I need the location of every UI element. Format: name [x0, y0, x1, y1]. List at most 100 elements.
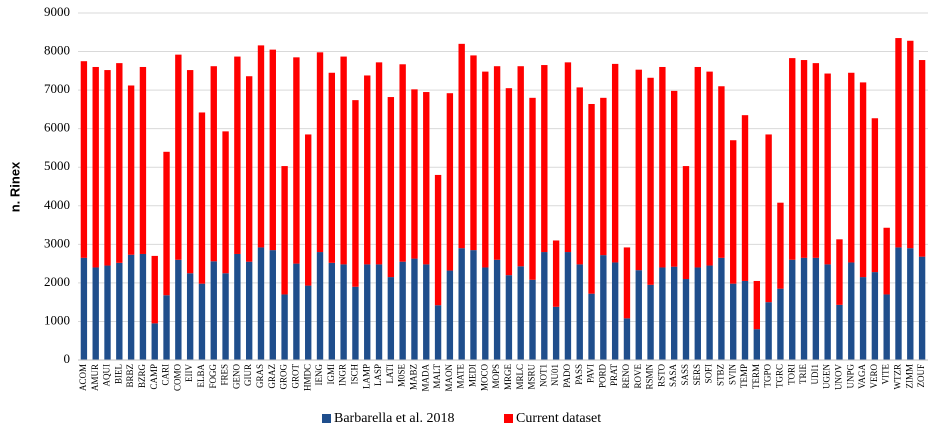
bar-segment: [907, 248, 914, 360]
x-tick-label: INGR: [338, 364, 348, 386]
x-tick-label: VITE: [881, 364, 891, 385]
bar-segment: [517, 66, 524, 267]
y-tick-label: 0: [64, 351, 71, 366]
bar-segment: [789, 259, 796, 360]
bar-segment: [163, 295, 170, 360]
y-tick-label: 5000: [44, 158, 70, 173]
bar-segment: [151, 323, 158, 360]
bar-segment: [127, 254, 135, 360]
bar-segment: [186, 70, 194, 274]
legend-label: Barbarella et al. 2018: [334, 411, 455, 426]
bar-segment: [647, 77, 654, 285]
bar-segment: [434, 305, 442, 360]
x-tick-label: IGMI: [326, 364, 336, 385]
x-tick-label: BZRG: [137, 364, 147, 389]
x-tick-label: MADA: [420, 364, 430, 392]
x-tick-label: GIUR: [243, 364, 253, 386]
x-tick-label: RSMN: [645, 364, 655, 390]
bar-segment: [635, 69, 642, 271]
x-tick-label: LASP: [373, 364, 383, 386]
x-tick-label: TORI: [786, 364, 796, 385]
bar-segment: [222, 273, 229, 360]
bar-segment: [789, 58, 796, 260]
bar-segment: [552, 240, 560, 307]
x-tick-label: MRGE: [503, 364, 513, 391]
bar-segment: [293, 263, 300, 360]
bar-segment: [753, 329, 761, 360]
x-tick-label: CARI: [161, 364, 171, 386]
bar-segment: [387, 97, 395, 278]
bar-segment: [257, 45, 265, 248]
bar-segment: [305, 134, 312, 286]
bar-segment: [92, 267, 99, 360]
x-tick-label: GROG: [279, 364, 289, 390]
x-tick-label: SVIN: [727, 364, 737, 386]
x-tick-label: MSRU: [527, 364, 537, 390]
x-tick-label: GROT: [290, 363, 300, 388]
bar-segment: [529, 279, 536, 360]
bar-segment: [623, 247, 631, 319]
x-tick-label: PAVI: [586, 364, 596, 383]
bar-segment: [198, 283, 206, 360]
bar-segment: [730, 140, 737, 284]
bar-segment: [234, 56, 241, 254]
bar-segment: [836, 239, 843, 305]
bar-segment: [127, 85, 135, 255]
x-tick-label: WTZR: [893, 364, 903, 390]
bar-segment: [588, 103, 595, 294]
x-tick-label: MALT: [432, 363, 442, 388]
x-tick-label: BIEL: [113, 364, 123, 384]
bar-segment: [824, 73, 831, 265]
bar-segment: [600, 97, 607, 256]
x-tick-label: MOPS: [491, 364, 501, 389]
y-tick-label: 6000: [44, 120, 70, 135]
bar-segment: [777, 288, 784, 360]
bar-segment: [269, 250, 276, 360]
x-tick-label: ELBA: [196, 364, 206, 388]
bar-segment: [517, 266, 524, 360]
x-tick-label: TGRC: [774, 364, 784, 388]
bar-segment: [706, 265, 713, 360]
y-tick-label: 2000: [44, 274, 70, 289]
bar-segment: [493, 66, 501, 260]
bar-segment: [470, 250, 477, 360]
bar-segment: [895, 38, 902, 248]
x-tick-label: VERO: [869, 364, 879, 389]
x-tick-label: SERS: [692, 364, 702, 386]
bar-segment: [541, 65, 548, 253]
x-tick-label: TRIE: [798, 364, 808, 384]
bar-segment: [505, 88, 513, 276]
x-tick-label: SASA: [668, 364, 678, 388]
bar-segment: [682, 279, 690, 360]
bar-segment: [706, 71, 713, 266]
x-tick-label: TERM: [751, 364, 761, 389]
x-tick-label: NOT1: [538, 364, 548, 387]
bar-segment: [116, 63, 123, 263]
bar-segment: [352, 286, 359, 360]
bar-segment: [883, 227, 890, 295]
bar-segment: [139, 253, 147, 360]
bar-segment: [423, 92, 430, 265]
bar-segment: [328, 72, 336, 263]
bar-segment: [340, 56, 347, 265]
x-tick-label: RENO: [621, 364, 631, 389]
bar-segment: [883, 294, 890, 360]
bar-segment: [730, 283, 737, 360]
bar-segment: [364, 75, 371, 265]
bar-segment: [623, 318, 631, 360]
bar-segment: [659, 66, 666, 268]
legend-label: Current dataset: [516, 411, 601, 426]
y-tick-label: 1000: [44, 312, 70, 327]
x-tick-label: PADO: [562, 364, 572, 388]
x-tick-label: GRAS: [255, 364, 265, 388]
bar-segment: [541, 252, 548, 360]
x-tick-label: FRES: [220, 364, 230, 386]
bar-segment: [411, 89, 418, 259]
x-tick-label: ZIMM: [904, 364, 914, 389]
bar-segment: [328, 262, 336, 360]
bar-segment: [635, 270, 642, 360]
bar-segment: [175, 259, 182, 360]
bar-segment: [812, 257, 820, 360]
bar-segment: [375, 264, 383, 360]
